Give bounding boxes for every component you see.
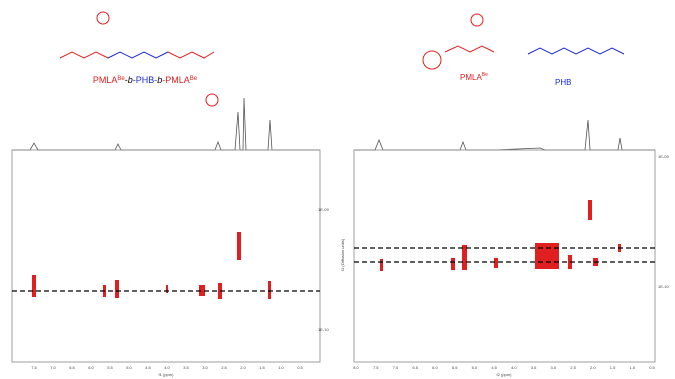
- peak: [166, 285, 168, 293]
- peak: [588, 200, 592, 220]
- x-tick-label: 8.0: [353, 365, 359, 370]
- peak: [451, 258, 455, 270]
- y-tick-label: 1E-09: [658, 154, 669, 159]
- x-tick-label: 7.5: [373, 365, 379, 370]
- label-part: b: [128, 75, 133, 85]
- x-tick-label: 7.0: [393, 365, 399, 370]
- label-part: -PHB-: [133, 75, 158, 85]
- x-tick-label: 6.0: [88, 365, 94, 370]
- label-sup: Be: [190, 76, 198, 82]
- x-axis-title: f2 (ppm): [497, 372, 513, 377]
- x-tick-label: 4.0: [511, 365, 517, 370]
- structure-right: [422, 13, 625, 70]
- x-axis-title: f1 (ppm): [159, 372, 175, 377]
- x-tick-label: 6.5: [69, 365, 75, 370]
- compound-label: PMLABe: [460, 72, 488, 82]
- peak: [199, 285, 205, 296]
- x-tick-label: 3.5: [531, 365, 537, 370]
- x-tick-label: 6.5: [412, 365, 418, 370]
- peak: [462, 245, 467, 270]
- x-tick-label: 5.0: [126, 365, 132, 370]
- x-tick-label: 1.5: [610, 365, 616, 370]
- x-tick-label: 2.5: [570, 365, 576, 370]
- x-tick-label: 5.5: [107, 365, 113, 370]
- label-part: -: [125, 75, 128, 85]
- x-tick-label: 5.0: [472, 365, 478, 370]
- peak: [494, 258, 498, 268]
- x-tick-label: 6.0: [432, 365, 438, 370]
- x-tick-label: 4.5: [145, 365, 151, 370]
- x-tick-label: 7.0: [50, 365, 56, 370]
- label-part: b: [157, 75, 162, 85]
- cross-peaks: [380, 200, 621, 271]
- plot-frame: [11, 149, 321, 363]
- peak: [535, 243, 559, 269]
- x-tick-label: 2.5: [221, 365, 227, 370]
- x-tick-label: 0.5: [297, 365, 303, 370]
- x-tick-label: 1.0: [629, 365, 635, 370]
- x-tick-label: 0.5: [649, 365, 655, 370]
- x-tick-label: 1.0: [278, 365, 284, 370]
- x-tick-label: 2.0: [240, 365, 246, 370]
- peak: [32, 275, 36, 297]
- y-tick-label: 1E-10: [658, 284, 669, 289]
- label-part: -PMLA: [162, 75, 190, 85]
- x-tick-label: 4.5: [491, 365, 497, 370]
- cross-peaks: [32, 232, 271, 299]
- peak: [268, 281, 271, 299]
- spectrum-trace: [12, 97, 320, 151]
- x-tick-label: 2.0: [590, 365, 596, 370]
- peak: [380, 259, 383, 271]
- x-tick-label: 3.0: [202, 365, 208, 370]
- x-tick-label: 7.5: [31, 365, 37, 370]
- y-tick-label: 1E-09: [318, 207, 329, 212]
- x-tick-label: 5.5: [452, 365, 458, 370]
- x-tick-label: 4.0: [164, 365, 170, 370]
- x-tick-label: 3.5: [183, 365, 189, 370]
- spectrum-trace: [354, 119, 655, 151]
- label-part: PMLA: [460, 73, 482, 82]
- compound-label: PHB: [555, 78, 571, 87]
- x-tick-label: 3.0: [551, 365, 557, 370]
- label-sup: Be: [482, 72, 488, 78]
- x-tick-label: 1.5: [259, 365, 265, 370]
- compound-label: PMLABe-b-PHB-b-PMLABe: [93, 75, 198, 85]
- label-part: PMLA: [93, 75, 118, 85]
- plot-frame: [353, 149, 656, 363]
- peak: [115, 280, 119, 298]
- y-axis-title: f1 (Diffusion units): [340, 238, 345, 271]
- label-sup: Be: [117, 76, 125, 82]
- peak: [237, 232, 241, 260]
- structure-left: [59, 11, 219, 107]
- y-tick-label: 1E-10: [318, 327, 329, 332]
